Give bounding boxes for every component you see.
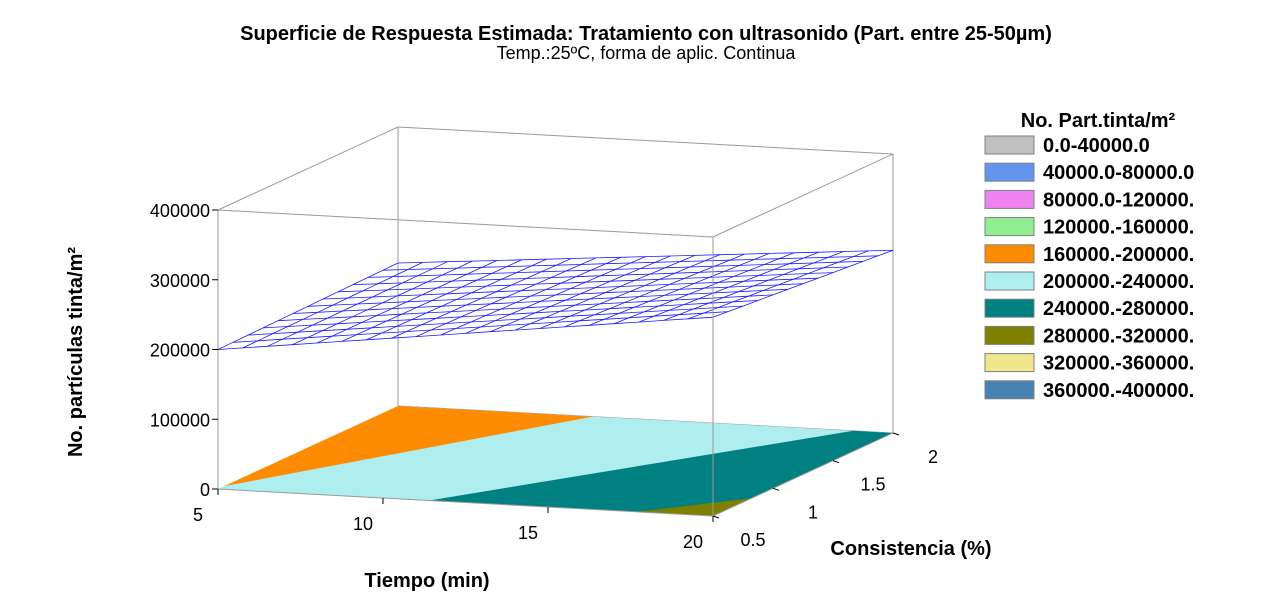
chart-title: Superficie de Respuesta Estimada: Tratam… (240, 23, 1052, 45)
legend-label: 0.0-40000.0 (1043, 135, 1150, 157)
x-tick-label: 10 (353, 514, 373, 534)
y-tick-label: 2 (928, 447, 938, 467)
z-tick-label: 0 (200, 480, 210, 500)
mesh-line (217, 316, 714, 350)
z-tick-label: 200000 (150, 341, 210, 361)
legend-swatch (984, 217, 1035, 237)
z-tick-label: 100000 (150, 410, 210, 430)
box-edge (217, 209, 714, 238)
mesh-line (337, 272, 834, 293)
z-tick-label: 300000 (150, 271, 210, 291)
contour-band-280000-320000 (637, 498, 752, 516)
legend-swatch (984, 380, 1035, 400)
x-tick-label: 15 (518, 523, 538, 543)
axis-ticks: 0 100000 200000 300000 400000 5 10 15 20 0.5 1 1.5 2 (150, 201, 938, 552)
y-axis-line (712, 432, 894, 517)
legend-label: 240000.-280000. (1043, 298, 1194, 320)
mesh-line (247, 305, 744, 336)
y-tick (712, 515, 720, 519)
z-tick-label: 400000 (150, 201, 210, 221)
mesh-line (307, 283, 804, 307)
y-axis-label: Consistencia (%) (830, 538, 991, 560)
mesh-line (397, 249, 894, 264)
contour-band-160000-200000 (224, 406, 593, 487)
y-tick (832, 460, 840, 464)
legend-swatch (984, 162, 1035, 182)
mesh-line (322, 277, 819, 300)
chart-subtitle: Temp.:25ºC, forma de aplic. Continua (497, 43, 797, 63)
plot-box-front (217, 153, 894, 517)
legend-label: 280000.-320000. (1043, 325, 1194, 347)
x-axis-label: Tiempo (min) (364, 570, 489, 592)
legend-swatch (984, 298, 1035, 318)
mesh-line (232, 311, 729, 343)
mesh-line (277, 294, 774, 322)
box-edge (712, 153, 894, 238)
legend-title: No. Part.tinta/m² (1021, 110, 1176, 132)
mesh-line (352, 266, 849, 285)
x-tick-label: 20 (683, 532, 703, 552)
legend-swatch (984, 244, 1035, 264)
mesh-line (367, 261, 864, 278)
legend-swatch (984, 353, 1035, 373)
y-tick (892, 432, 900, 436)
box-edge (397, 126, 894, 155)
legend-swatch (984, 189, 1035, 209)
contour-floor (218, 406, 893, 516)
mesh-line (292, 288, 789, 314)
legend-label: 80000.0-120000. (1043, 189, 1194, 211)
z-axis-label: No. partículas tinta/m² (65, 247, 87, 457)
y-tick-label: 0.5 (740, 530, 765, 550)
legend-label: 160000.-200000. (1043, 244, 1194, 266)
legend-label: 360000.-400000. (1043, 380, 1194, 402)
mesh-line (262, 300, 759, 329)
legend-swatch (984, 271, 1035, 291)
contour-band-240000-280000 (429, 430, 893, 516)
mesh-line (382, 255, 879, 271)
response-surface-mesh (217, 249, 894, 350)
legend-label: 120000.-160000. (1043, 217, 1194, 239)
x-tick-label: 5 (193, 505, 203, 525)
legend-swatch (984, 135, 1035, 155)
legend-swatch (984, 325, 1035, 345)
y-tick-label: 1 (808, 502, 818, 522)
y-tick-label: 1.5 (860, 475, 885, 495)
legend-label: 320000.-360000. (1043, 353, 1194, 375)
x-axis-line (217, 488, 714, 517)
legend-label: 200000.-240000. (1043, 271, 1194, 293)
legend-label: 40000.0-80000.0 (1043, 162, 1194, 184)
y-tick (772, 487, 780, 491)
box-edge (217, 126, 399, 211)
legend: 0.0-40000.0 40000.0-80000.0 80000.0-120000… (984, 135, 1194, 402)
